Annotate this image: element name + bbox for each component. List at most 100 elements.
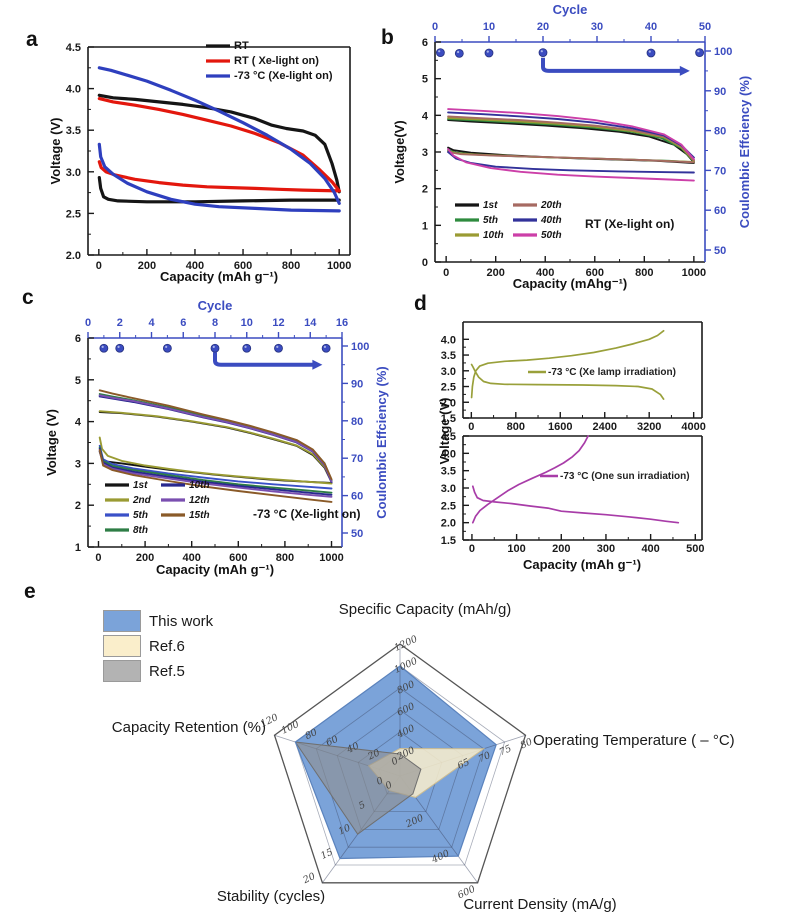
svg-text:1.5: 1.5 xyxy=(441,413,456,425)
svg-text:8th: 8th xyxy=(133,525,148,536)
svg-text:4.0: 4.0 xyxy=(66,84,81,96)
svg-text:Capacity Retention (%): Capacity Retention (%) xyxy=(112,719,266,736)
coulombic-efficiency-dot xyxy=(484,48,494,58)
svg-text:Operating Temperature ( – °C): Operating Temperature ( – °C) xyxy=(533,732,735,749)
svg-text:4.5: 4.5 xyxy=(441,431,456,443)
svg-text:1.5: 1.5 xyxy=(441,535,456,547)
coulombic-efficiency-dot xyxy=(538,48,548,57)
svg-text:90: 90 xyxy=(714,86,726,98)
svg-text:400: 400 xyxy=(183,552,201,564)
series-1st-0 xyxy=(447,119,695,164)
panel-a-label: a xyxy=(26,28,38,51)
series-50th-0 xyxy=(447,108,695,161)
svg-text:2.5: 2.5 xyxy=(441,382,456,394)
svg-text:Voltage (V): Voltage (V) xyxy=(48,118,63,185)
svg-text:0: 0 xyxy=(384,779,394,792)
svg-text:12th: 12th xyxy=(189,495,210,506)
series-2nd-1 xyxy=(98,436,333,485)
svg-text:10: 10 xyxy=(483,21,495,33)
svg-text:2: 2 xyxy=(75,500,81,512)
svg-text:1000: 1000 xyxy=(682,267,706,279)
svg-text:Coulombic Effciency (%): Coulombic Effciency (%) xyxy=(374,366,389,518)
svg-text:Capacity (mAh g⁻¹): Capacity (mAh g⁻¹) xyxy=(156,562,274,577)
series-RT ( Xe-light on)-1 xyxy=(97,160,341,193)
svg-text:70: 70 xyxy=(714,165,726,177)
svg-text:5: 5 xyxy=(357,799,367,812)
svg-text:20: 20 xyxy=(537,21,549,33)
svg-text:100: 100 xyxy=(280,719,301,737)
svg-text:0: 0 xyxy=(375,775,385,788)
panel-d-subplot: 0 800 1600 2400 3200 4000 1.5 2.0 2.5 3.0 3.5 4.0 -7… xyxy=(441,321,706,433)
svg-text:10: 10 xyxy=(337,822,353,837)
coulombic-efficiency-dot xyxy=(646,48,656,58)
svg-text:75: 75 xyxy=(498,743,514,758)
svg-text:200: 200 xyxy=(136,552,154,564)
svg-text:200: 200 xyxy=(138,260,156,272)
coulombic-efficiency-dot xyxy=(321,343,331,353)
series-RT ( Xe-light on)-0 xyxy=(97,97,341,193)
svg-text:90: 90 xyxy=(351,378,363,390)
svg-text:60: 60 xyxy=(714,205,726,217)
series-20th-0 xyxy=(447,115,695,162)
panel-d-subplot: 0 100 200 300 400 500 1.5 2.0 2.5 3.0 3.5 4.0 4.5 -73… xyxy=(441,431,705,555)
svg-text:1000: 1000 xyxy=(327,260,351,272)
svg-text:800: 800 xyxy=(282,260,300,272)
panel-d-chart: 0 800 1600 2400 3200 40001.52.02.53.03.54.0-7… xyxy=(437,321,706,572)
coulombic-efficiency-dot xyxy=(695,48,705,57)
svg-text:6: 6 xyxy=(75,333,81,345)
series-5th-1 xyxy=(98,444,333,490)
svg-text:2: 2 xyxy=(117,317,123,329)
series-5th-0 xyxy=(98,394,333,482)
svg-text:20th: 20th xyxy=(540,200,562,211)
svg-text:Capacity (mAhg⁻¹): Capacity (mAhg⁻¹) xyxy=(513,276,627,291)
series-50th-1 xyxy=(447,148,695,182)
svg-text:0: 0 xyxy=(469,543,475,555)
svg-text:-73 °C (One sun irradiation): -73 °C (One sun irradiation) xyxy=(560,471,690,482)
svg-text:0: 0 xyxy=(443,267,449,279)
svg-text:1st: 1st xyxy=(133,480,148,491)
series-RT-0 xyxy=(97,93,341,194)
d-series-1 xyxy=(470,363,665,400)
svg-text:3.5: 3.5 xyxy=(441,350,456,362)
panel-b-label: b xyxy=(381,26,394,49)
svg-text:Capacity (mAh g⁻¹): Capacity (mAh g⁻¹) xyxy=(160,269,278,284)
svg-text:4: 4 xyxy=(422,110,429,122)
svg-text:4.0: 4.0 xyxy=(441,448,456,460)
svg-text:70: 70 xyxy=(351,453,363,465)
svg-text:600: 600 xyxy=(586,267,604,279)
svg-text:70: 70 xyxy=(477,750,493,765)
svg-text:Current Density (mA/g): Current Density (mA/g) xyxy=(463,896,616,913)
series-8th-0 xyxy=(98,393,333,482)
coulombic-efficiency-dot xyxy=(436,48,445,57)
svg-text:3: 3 xyxy=(75,458,81,470)
svg-text:2.0: 2.0 xyxy=(66,250,81,262)
series-8th-1 xyxy=(98,446,333,494)
panel-a-chart: 0 200 400 600 800 1000 2.0 2.5 3.0 3.5 4.0 4.5 Capac… xyxy=(48,40,351,284)
svg-text:400: 400 xyxy=(641,543,659,555)
svg-text:0: 0 xyxy=(95,552,101,564)
svg-text:RT (Xe-light on): RT (Xe-light on) xyxy=(585,217,674,231)
d-series-0 xyxy=(471,435,589,524)
svg-text:1: 1 xyxy=(75,542,81,554)
svg-text:Voltage (V): Voltage (V) xyxy=(44,409,59,476)
this-work-swatch xyxy=(103,610,141,632)
svg-text:50: 50 xyxy=(714,245,726,257)
svg-text:2.5: 2.5 xyxy=(66,208,81,220)
coulombic-efficiency-dot xyxy=(99,343,109,353)
series-2nd-0 xyxy=(98,410,333,482)
series-15th-1 xyxy=(98,449,333,503)
coulombic-efficiency-dot xyxy=(274,343,283,353)
svg-text:40: 40 xyxy=(645,21,657,33)
series-15th-0 xyxy=(98,389,333,481)
ref5-swatch xyxy=(103,660,141,682)
svg-text:800: 800 xyxy=(635,267,653,279)
svg-text:Stability (cycles): Stability (cycles) xyxy=(217,888,325,905)
series--73 °C (Xe-light on)-1 xyxy=(97,142,341,213)
svg-text:Specific Capacity (mAh/g): Specific Capacity (mAh/g) xyxy=(339,601,512,618)
svg-text:3.5: 3.5 xyxy=(66,125,81,137)
svg-text:RT ( Xe-light on): RT ( Xe-light on) xyxy=(234,55,319,67)
svg-text:20: 20 xyxy=(301,871,318,887)
svg-text:5th: 5th xyxy=(133,510,148,521)
svg-text:20: 20 xyxy=(365,747,382,763)
svg-text:600: 600 xyxy=(234,260,252,272)
